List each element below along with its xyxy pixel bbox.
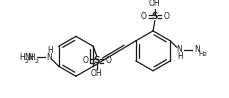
Text: NH: NH	[24, 53, 35, 62]
Text: H: H	[177, 52, 183, 61]
Text: N: N	[47, 53, 52, 62]
Text: N: N	[195, 45, 200, 54]
Text: O: O	[82, 56, 88, 65]
Text: O: O	[106, 56, 112, 65]
Text: 2: 2	[35, 59, 39, 64]
Text: H: H	[48, 46, 53, 55]
Text: OH: OH	[91, 69, 103, 78]
Text: S: S	[152, 12, 158, 21]
Text: N: N	[177, 45, 182, 54]
Text: H: H	[199, 51, 204, 57]
Text: 2: 2	[24, 59, 28, 64]
Text: H: H	[19, 53, 25, 62]
Text: O: O	[164, 12, 170, 21]
Text: O: O	[140, 12, 146, 21]
Text: OH: OH	[149, 0, 161, 8]
Text: S: S	[94, 56, 100, 65]
Text: 2: 2	[203, 52, 207, 57]
Text: N: N	[27, 53, 33, 62]
